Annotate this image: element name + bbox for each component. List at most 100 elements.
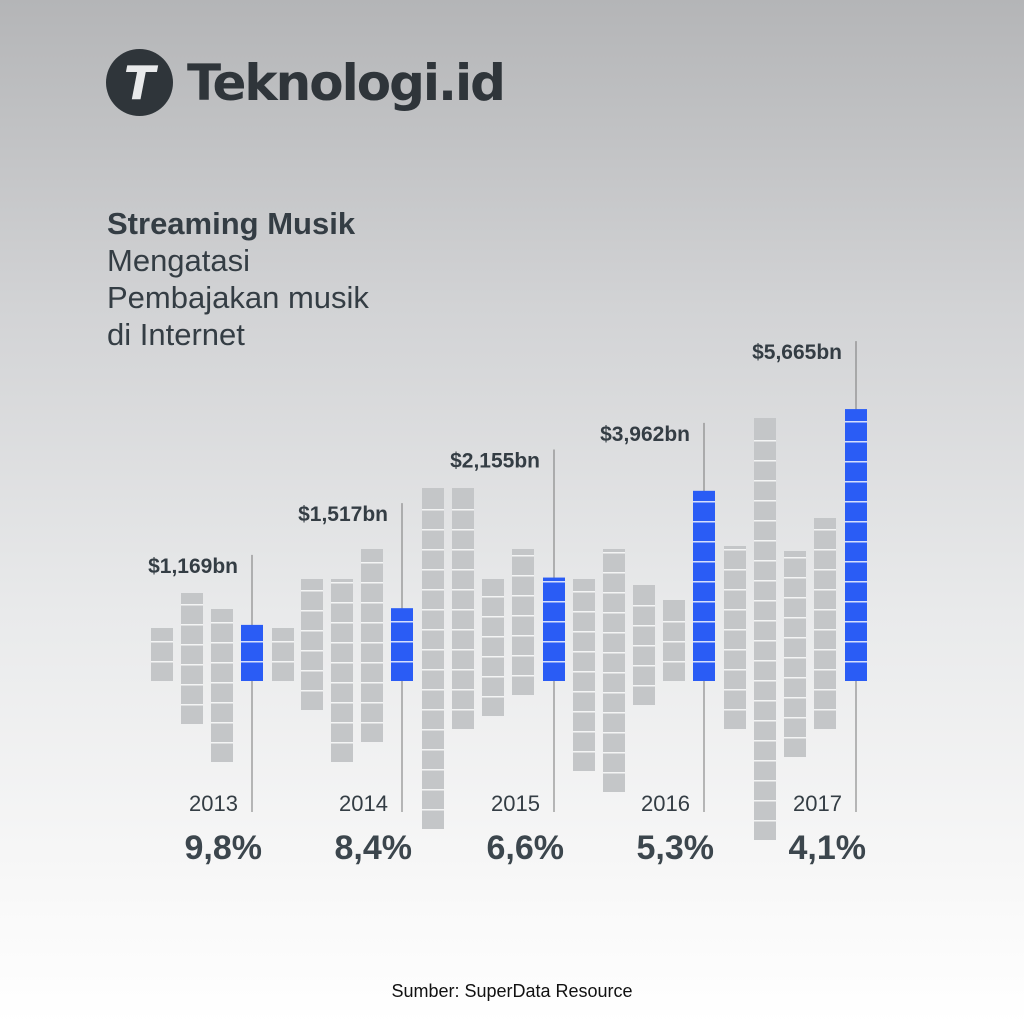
segment-divider	[181, 604, 203, 606]
segment-divider	[754, 620, 776, 622]
segment-divider	[693, 661, 715, 663]
segment-divider	[693, 561, 715, 563]
segment-divider	[301, 690, 323, 692]
segment-divider	[603, 632, 625, 634]
piracy-rate-label: 8,4%	[335, 829, 413, 867]
segment-divider	[452, 629, 474, 631]
segment-divider	[301, 670, 323, 672]
segment-divider	[663, 661, 685, 663]
segment-divider	[754, 780, 776, 782]
year-label: 2013	[189, 791, 238, 816]
segment-divider	[724, 589, 746, 591]
segment-divider	[754, 680, 776, 682]
segment-divider	[663, 621, 685, 623]
segment-divider	[331, 642, 353, 644]
segment-divider	[422, 589, 444, 591]
segment-divider	[845, 501, 867, 503]
segment-divider	[754, 800, 776, 802]
segment-divider	[633, 605, 655, 607]
segment-divider	[633, 625, 655, 627]
piracy-rate-label: 9,8%	[185, 829, 263, 867]
segment-divider	[422, 709, 444, 711]
segment-divider	[784, 737, 806, 739]
segment-divider	[845, 481, 867, 483]
segment-divider	[603, 572, 625, 574]
segment-divider	[482, 656, 504, 658]
segment-divider	[603, 652, 625, 654]
segment-divider	[181, 624, 203, 626]
segment-divider	[211, 702, 233, 704]
segment-divider	[361, 702, 383, 704]
segment-divider	[845, 621, 867, 623]
title-line: di Internet	[107, 317, 245, 352]
segment-divider	[754, 660, 776, 662]
segment-divider	[724, 549, 746, 551]
segment-divider	[754, 760, 776, 762]
piracy-rate-label: 5,3%	[637, 829, 715, 867]
segment-divider	[422, 729, 444, 731]
decor-column	[272, 628, 294, 681]
segment-divider	[603, 732, 625, 734]
decor-column	[573, 579, 595, 771]
segment-divider	[331, 702, 353, 704]
segment-divider	[482, 596, 504, 598]
segment-divider	[391, 621, 413, 623]
segment-divider	[241, 661, 263, 663]
segment-divider	[573, 691, 595, 693]
segment-divider	[452, 669, 474, 671]
segment-divider	[603, 672, 625, 674]
segment-divider	[603, 552, 625, 554]
segment-divider	[361, 622, 383, 624]
segment-divider	[724, 649, 746, 651]
segment-divider	[361, 722, 383, 724]
value-label: $3,962bn	[600, 423, 690, 446]
segment-divider	[452, 549, 474, 551]
source-note: Sumber: SuperData Resource	[391, 981, 633, 1001]
segment-divider	[211, 622, 233, 624]
segment-divider	[512, 595, 534, 597]
segment-divider	[452, 609, 474, 611]
segment-divider	[845, 561, 867, 563]
segment-divider	[814, 709, 836, 711]
segment-divider	[603, 772, 625, 774]
segment-divider	[573, 631, 595, 633]
logo: T Teknologi.id	[106, 49, 506, 116]
value-label: $5,665bn	[752, 341, 842, 364]
decor-column	[151, 628, 173, 681]
segment-divider	[754, 480, 776, 482]
segment-divider	[422, 529, 444, 531]
segment-divider	[391, 641, 413, 643]
segment-divider	[211, 642, 233, 644]
segment-divider	[573, 731, 595, 733]
decor-column	[814, 518, 836, 729]
segment-divider	[814, 649, 836, 651]
bar-2013	[241, 624, 263, 681]
decor-column	[211, 609, 233, 762]
year-label: 2017	[793, 791, 842, 816]
segment-divider	[272, 661, 294, 663]
year-label: 2014	[339, 791, 388, 816]
segment-divider	[784, 597, 806, 599]
segment-divider	[693, 601, 715, 603]
segment-divider	[331, 662, 353, 664]
segment-divider	[543, 601, 565, 603]
chart-title: Streaming Musik Mengatasi Pembajakan mus…	[107, 205, 369, 353]
segment-divider	[452, 649, 474, 651]
segment-divider	[724, 669, 746, 671]
segment-divider	[754, 540, 776, 542]
segment-divider	[422, 569, 444, 571]
segment-divider	[211, 662, 233, 664]
segment-divider	[512, 615, 534, 617]
segment-divider	[663, 641, 685, 643]
segment-divider	[361, 602, 383, 604]
segment-divider	[754, 500, 776, 502]
decor-column	[482, 579, 504, 716]
segment-divider	[482, 636, 504, 638]
segment-divider	[754, 520, 776, 522]
segment-divider	[543, 641, 565, 643]
segment-divider	[151, 661, 173, 663]
segment-divider	[211, 722, 233, 724]
decor-column	[784, 551, 806, 757]
segment-divider	[724, 629, 746, 631]
segment-divider	[331, 742, 353, 744]
